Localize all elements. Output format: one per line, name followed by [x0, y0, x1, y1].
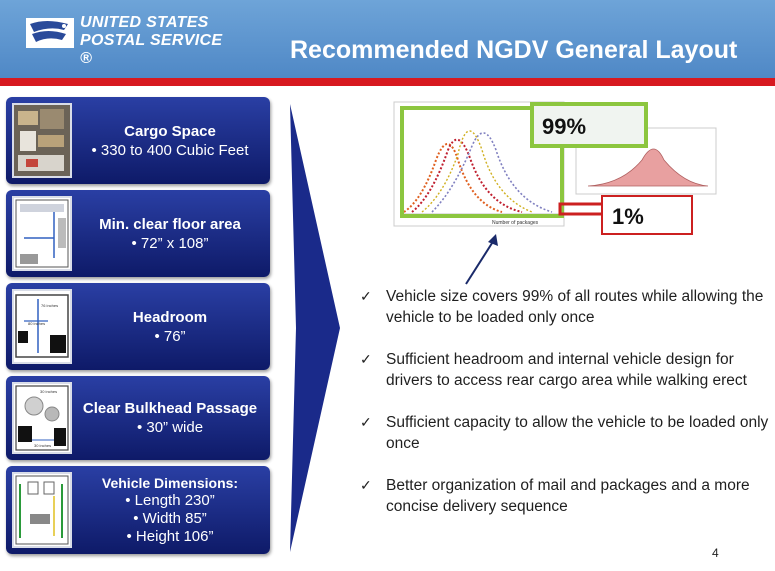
headroom-top-label: 76 inches [41, 303, 58, 308]
callout-1-text: 1% [612, 204, 644, 229]
card-detail: • 76” [154, 327, 186, 345]
callout-99-box [530, 102, 648, 148]
eagle-icon [26, 18, 74, 48]
checkmark-icon: ✓ [360, 351, 372, 367]
vehicle-plan-thumbnail [12, 472, 72, 548]
accent-divider [0, 78, 775, 86]
card-text: Vehicle Dimensions: • Length 230” • Widt… [72, 466, 268, 554]
series-curve-purple [431, 132, 553, 213]
card-text: Cargo Space • 330 to 400 Cubic Feet [72, 97, 268, 184]
headroom-mid-label: 80 inches [28, 321, 45, 326]
bulkhead-diagram-thumbnail: 30 inches 30 inches [12, 382, 72, 454]
card-cargo-space: Cargo Space • 330 to 400 Cubic Feet [6, 97, 270, 184]
cargo-photo-thumbnail [12, 103, 72, 178]
card-detail: • Width 85” [133, 510, 207, 527]
card-text: Min. clear floor area • 72” x 108” [72, 190, 268, 277]
card-detail: • 72” x 108” [131, 234, 209, 252]
card-detail: • 330 to 400 Cubic Feet [91, 141, 249, 159]
list-item: ✓ Sufficient capacity to allow the vehicl… [360, 412, 770, 454]
callout-1-box [601, 195, 693, 235]
bulkhead-top-label: 30 inches [40, 389, 57, 394]
card-headroom: 76 inches 80 inches Headroom • 76” [6, 283, 270, 370]
card-title: Cargo Space [124, 122, 216, 140]
card-floor-area: Min. clear floor area • 72” x 108” [6, 190, 270, 277]
bullet-text: Sufficient capacity to allow the vehicle… [386, 414, 769, 452]
coverage-highlight-box [400, 106, 564, 218]
tail-highlight-box [558, 202, 606, 216]
list-item: ✓ Vehicle size covers 99% of all routes w… [360, 286, 770, 328]
header-bar: UNITED STATES POSTAL SERVICE ® Recommend… [0, 0, 775, 78]
checkmark-icon: ✓ [360, 477, 372, 493]
logo-line-2: POSTAL SERVICE ® [80, 32, 223, 67]
card-bulkhead-passage: 30 inches 30 inches Clear Bulkhead Passa… [6, 376, 270, 460]
series-curve-red [411, 138, 523, 213]
secondary-curve [587, 148, 709, 187]
list-item: ✓ Better organization of mail and package… [360, 475, 770, 517]
cargo-photo-icon [14, 105, 70, 176]
card-detail: • Length 230” [125, 492, 215, 509]
card-text: Clear Bulkhead Passage • 30” wide [72, 376, 268, 460]
card-vehicle-dimensions: Vehicle Dimensions: • Length 230” • Widt… [6, 466, 270, 554]
list-item: ✓ Sufficient headroom and internal vehicl… [360, 349, 770, 391]
headroom-diagram-thumbnail: 76 inches 80 inches [12, 289, 72, 364]
bulkhead-diagram-icon: 30 inches 30 inches [15, 385, 69, 451]
callout-99-text: 99% [542, 114, 586, 139]
card-title: Headroom [132, 308, 208, 326]
pointer-arrow-icon [465, 234, 498, 285]
floor-plan-thumbnail [12, 196, 72, 271]
logo-wordmark: UNITED STATES POSTAL SERVICE ® [80, 14, 224, 68]
usps-logo: UNITED STATES POSTAL SERVICE ® [24, 14, 224, 67]
card-text: Headroom • 76” [72, 283, 268, 370]
series-curve-orange [403, 143, 503, 213]
benefits-list: ✓ Vehicle size covers 99% of all routes w… [360, 286, 770, 538]
card-title: Vehicle Dimensions: [101, 475, 239, 491]
headroom-diagram-icon: 76 inches 80 inches [15, 294, 69, 358]
card-title: Clear Bulkhead Passage [82, 400, 258, 417]
series-curve-yellow [421, 130, 533, 213]
card-detail: • 30” wide [136, 419, 204, 436]
logo-line-1: UNITED STATES [80, 14, 209, 31]
card-detail: • Height 106” [126, 528, 214, 545]
checkmark-icon: ✓ [360, 288, 372, 304]
page-title: Recommended NGDV General Layout [290, 36, 738, 64]
route-distribution-charts: Number of packages 99% 1% [393, 101, 717, 235]
card-title: Min. clear floor area [99, 215, 241, 233]
checkmark-icon: ✓ [360, 414, 372, 430]
chevron-arrow-icon [290, 104, 340, 552]
vehicle-plan-icon [15, 475, 69, 545]
floor-plan-icon [15, 199, 69, 268]
bullet-text: Better organization of mail and packages… [386, 477, 750, 515]
x-axis-caption: Number of packages [492, 220, 539, 226]
bullet-text: Sufficient headroom and internal vehicle… [386, 351, 747, 389]
page-number: 4 [712, 546, 719, 560]
bullet-text: Vehicle size covers 99% of all routes wh… [386, 288, 764, 326]
bulkhead-bottom-label: 30 inches [34, 443, 51, 448]
